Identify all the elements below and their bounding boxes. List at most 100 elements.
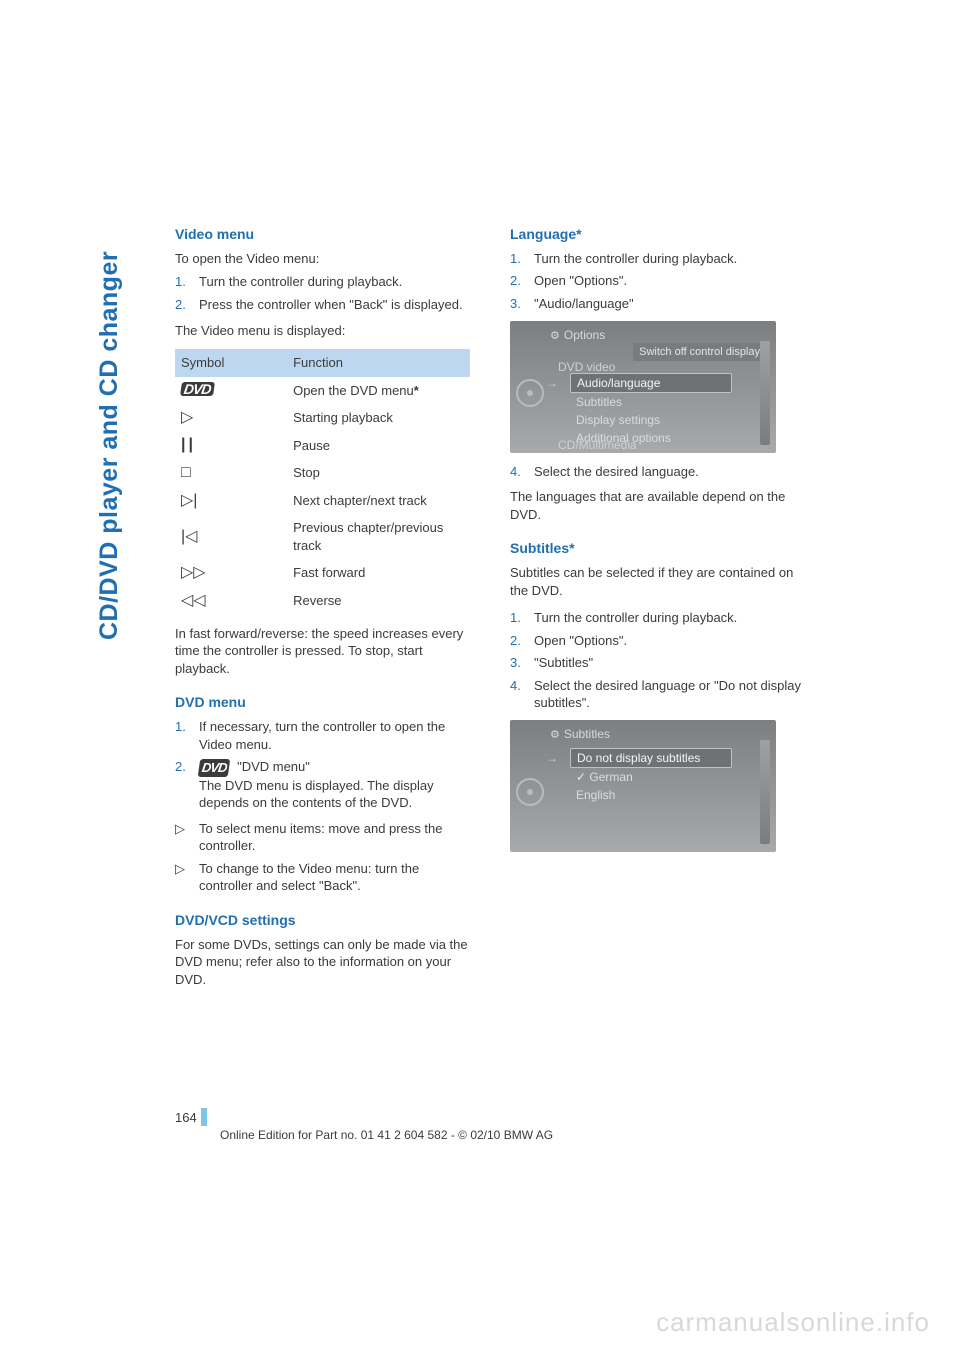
video-menu-after: The Video menu is displayed:: [175, 322, 470, 340]
right-column: Language* 1. Turn the controller during p…: [510, 225, 805, 1004]
footer-text: Online Edition for Part no. 01 41 2 604 …: [220, 1128, 553, 1142]
step-number: 1.: [510, 250, 524, 268]
table-header-row: Symbol Function: [175, 349, 470, 377]
pointer-arrow-icon: →: [546, 750, 558, 766]
screenshot-scroll-edge: [760, 341, 770, 445]
dvd-menu-bullets: ▷To select menu items: move and press th…: [175, 820, 470, 895]
step-number: 4.: [510, 677, 524, 712]
fast-forward-icon: ▷▷: [181, 564, 206, 581]
screenshot-menu-item: German: [570, 768, 732, 786]
symbol-function-table: Symbol Function DVDOpen the DVD menu* ▷S…: [175, 349, 470, 614]
list-item: 1. Turn the controller during playback.: [510, 609, 805, 627]
symbol-cell: DVD: [175, 377, 287, 405]
video-menu-heading: Video menu: [175, 225, 470, 244]
subtitles-intro: Subtitles can be selected if they are co…: [510, 564, 805, 599]
table-header: Symbol: [175, 349, 287, 377]
dvd-logo-icon: DVD: [180, 382, 215, 396]
video-menu-steps: 1.Turn the controller during playback. 2…: [175, 273, 470, 313]
function-cell: Previous chapter/previous track: [287, 514, 470, 559]
function-cell: Reverse: [287, 587, 470, 615]
step-number: 2.: [510, 632, 524, 650]
table-row: ▷ Starting playback: [175, 404, 470, 432]
table-row: ▷▷ Fast forward: [175, 559, 470, 587]
screenshot-menu-item: Subtitles: [570, 393, 732, 411]
table-header: Function: [287, 349, 470, 377]
left-column: Video menu To open the Video menu: 1.Tur…: [175, 225, 470, 1004]
step-text: "Subtitles": [534, 654, 805, 672]
dvd-vcd-body: For some DVDs, settings can only be made…: [175, 936, 470, 989]
list-item: 2. Open "Options".: [510, 632, 805, 650]
stop-icon: □: [181, 464, 191, 481]
language-steps: 1. Turn the controller during playback. 2…: [510, 250, 805, 313]
list-item: 4.Select the desired language.: [510, 463, 805, 481]
list-item: 2. Open "Options".: [510, 272, 805, 290]
options-screenshot: ⚙Options Switch off control display DVD …: [510, 321, 776, 453]
controller-knob-icon: [516, 379, 544, 407]
table-row: || Pause: [175, 432, 470, 460]
dvd-logo-icon: DVD: [198, 759, 231, 777]
screenshot-menu-item: Do not display subtitles: [570, 748, 732, 768]
gear-icon: ⚙: [550, 329, 560, 344]
step-number: 1.: [510, 609, 524, 627]
screenshot-menu: Do not display subtitles German English: [570, 748, 732, 805]
dvd-menu-section: DVD menu 1.If necessary, turn the contro…: [175, 693, 470, 895]
table-row: |◁ Previous chapter/previous track: [175, 514, 470, 559]
screenshot-menu-item: English: [570, 786, 732, 804]
step-text: "Audio/language": [534, 295, 805, 313]
language-after: The languages that are available depend …: [510, 488, 805, 523]
table-row: □ Stop: [175, 459, 470, 487]
step-number: 1.: [175, 718, 189, 753]
symbol-cell: □: [175, 459, 287, 487]
video-menu-section: Video menu To open the Video menu: 1.Tur…: [175, 225, 470, 677]
pointer-arrow-icon: →: [546, 375, 558, 391]
language-heading: Language*: [510, 225, 805, 244]
dvd-vcd-section: DVD/VCD settings For some DVDs, settings…: [175, 911, 470, 989]
gear-icon: ⚙: [550, 728, 560, 743]
page-number: 164: [175, 1108, 207, 1126]
function-cell: Stop: [287, 459, 470, 487]
video-menu-intro: To open the Video menu:: [175, 250, 470, 268]
step-text: Turn the controller during playback.: [534, 250, 805, 268]
video-menu-note: In fast forward/reverse: the speed incre…: [175, 625, 470, 678]
step-text: Open "Options".: [534, 632, 805, 650]
function-cell: Fast forward: [287, 559, 470, 587]
function-cell: Pause: [287, 432, 470, 460]
subtitles-steps: 1. Turn the controller during playback. 2…: [510, 609, 805, 712]
language-section: Language* 1. Turn the controller during p…: [510, 225, 805, 523]
step-text: Turn the controller during playback.: [534, 609, 805, 627]
subtitles-section: Subtitles* Subtitles can be selected if …: [510, 539, 805, 852]
step-text: Open "Options".: [534, 272, 805, 290]
step-number: 1.: [175, 273, 189, 291]
symbol-cell: ▷|: [175, 487, 287, 515]
list-item: 3."Subtitles": [510, 654, 805, 672]
screenshot-title: ⚙Subtitles: [550, 726, 610, 743]
manual-page: CD/DVD player and CD changer Video menu …: [0, 0, 960, 1358]
content-columns: Video menu To open the Video menu: 1. Tur…: [175, 225, 875, 1004]
reverse-icon: ◁◁: [181, 592, 206, 609]
function-cell: Starting playback: [287, 404, 470, 432]
screenshot-menu-item: Display settings: [570, 411, 732, 429]
step-number: 2.: [510, 272, 524, 290]
symbol-cell: ▷▷: [175, 559, 287, 587]
step-text: Press the controller when "Back" is disp…: [199, 296, 470, 314]
bullet-text: To select menu items: move and press the…: [199, 820, 470, 855]
prev-track-icon: |◁: [181, 528, 197, 545]
list-item: 4. Select the desired language or "Do not…: [510, 677, 805, 712]
list-item: 2.Press the controller when "Back" is di…: [175, 296, 470, 314]
list-item: 1.If necessary, turn the controller to o…: [175, 718, 470, 753]
step-text: Select the desired language or "Do not d…: [534, 677, 805, 712]
step-text: Select the desired language.: [534, 463, 805, 481]
list-item: 2.DVD "DVD menu"The DVD menu is displaye…: [175, 758, 470, 811]
function-cell: Next chapter/next track: [287, 487, 470, 515]
screenshot-title: ⚙Options: [550, 327, 605, 344]
pause-icon: ||: [181, 436, 196, 453]
table-row: ▷|Next chapter/next track: [175, 487, 470, 515]
controller-knob-icon: [516, 778, 544, 806]
screenshot-scroll-edge: [760, 740, 770, 844]
play-icon: ▷: [181, 409, 193, 426]
screenshot-menu-item: Audio/language: [570, 373, 732, 393]
language-step4: 4.Select the desired language.: [510, 463, 805, 481]
list-item: 1. Turn the controller during playback.: [510, 250, 805, 268]
bullet-text: To change to the Video menu: turn the co…: [199, 860, 470, 895]
subtitles-heading: Subtitles*: [510, 539, 805, 558]
